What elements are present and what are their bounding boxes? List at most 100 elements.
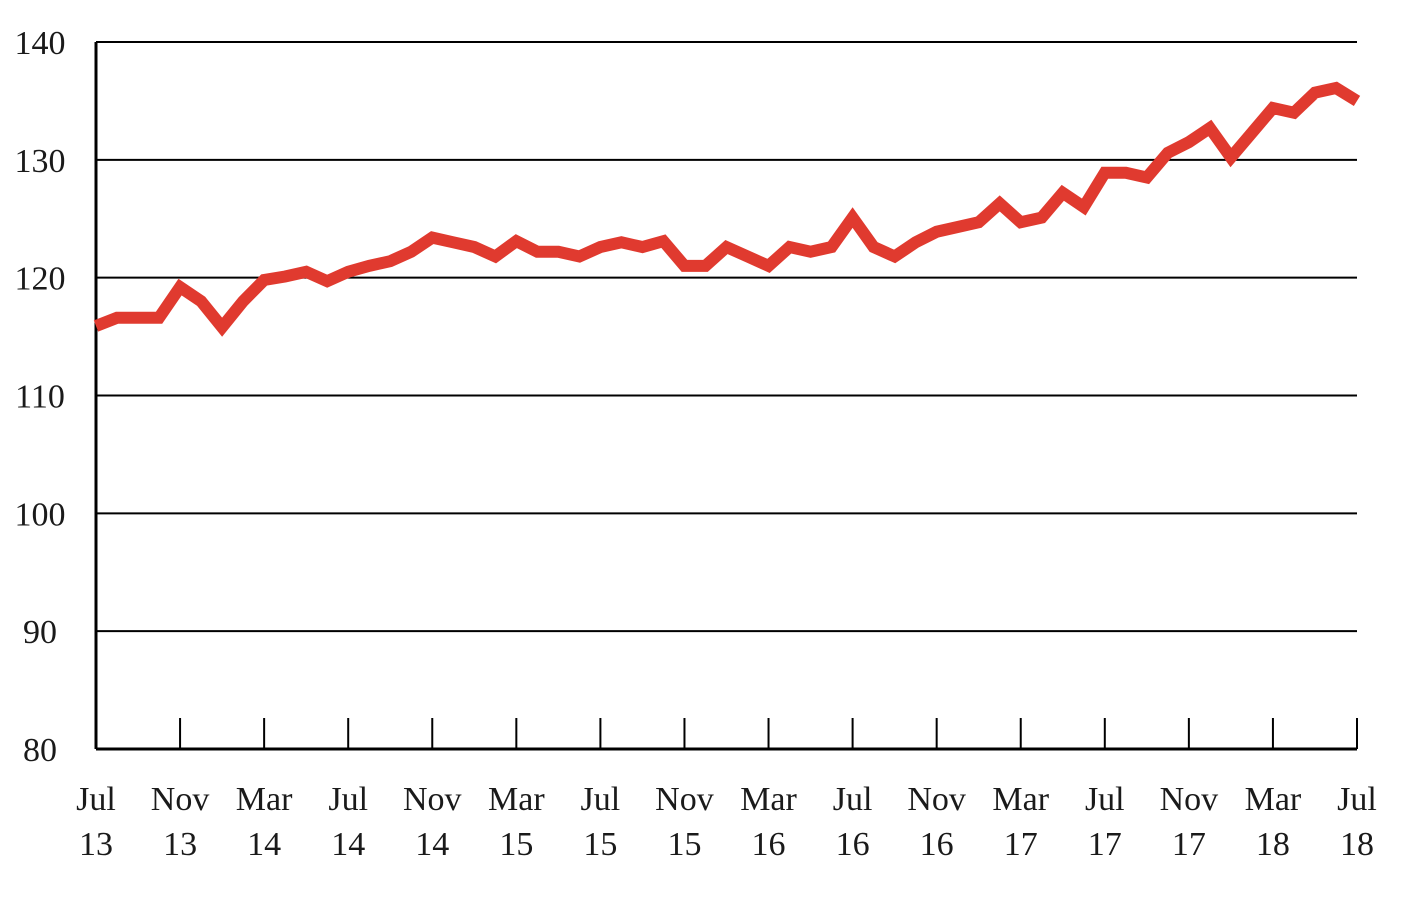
data-point bbox=[177, 284, 183, 290]
data-point bbox=[955, 224, 961, 230]
data-point bbox=[1165, 150, 1171, 156]
data-point bbox=[1312, 90, 1318, 96]
data-point bbox=[1333, 85, 1339, 91]
x-tick-year: 17 bbox=[1172, 826, 1206, 863]
x-tick-year: 17 bbox=[1004, 826, 1038, 863]
axes bbox=[94, 42, 1357, 751]
x-tick-label: Mar 17 bbox=[992, 781, 1049, 863]
x-tick-month: Jul bbox=[76, 781, 116, 818]
data-point bbox=[135, 315, 141, 321]
x-tick-year: 16 bbox=[752, 826, 786, 863]
data-point bbox=[766, 263, 772, 269]
y-axis-tick-labels: 80 90 100 110 120 130 140 bbox=[15, 25, 66, 769]
y-tick-label-110: 110 bbox=[15, 379, 65, 416]
data-point bbox=[934, 229, 940, 235]
data-point bbox=[450, 239, 456, 245]
data-point bbox=[156, 315, 162, 321]
data-point bbox=[808, 249, 814, 255]
x-tick-label: Jul 14 bbox=[328, 781, 368, 863]
x-tick-label: Mar 16 bbox=[740, 781, 797, 863]
x-tick-month: Nov bbox=[1160, 781, 1219, 818]
x-tick-year: 14 bbox=[415, 826, 449, 863]
x-tick-month: Nov bbox=[907, 781, 966, 818]
data-point bbox=[534, 249, 540, 255]
data-point bbox=[850, 215, 856, 221]
y-tick-label-100: 100 bbox=[15, 496, 66, 533]
x-tick-label: Jul 16 bbox=[833, 781, 873, 863]
x-tick-label: Nov 17 bbox=[1160, 781, 1219, 863]
data-point bbox=[261, 277, 267, 283]
x-tick-month: Jul bbox=[1337, 781, 1377, 818]
x-tick-label: Nov 16 bbox=[907, 781, 966, 863]
x-tick-month: Jul bbox=[581, 781, 621, 818]
x-tick-label: Mar 15 bbox=[488, 781, 545, 863]
gridlines bbox=[96, 41, 1357, 633]
data-point bbox=[1270, 105, 1276, 111]
data-point bbox=[408, 249, 414, 255]
x-tick-year: 18 bbox=[1256, 826, 1290, 863]
data-point bbox=[471, 244, 477, 250]
x-tick-year: 16 bbox=[836, 826, 870, 863]
data-point bbox=[997, 200, 1003, 206]
x-tick-month: Mar bbox=[1245, 781, 1302, 818]
data-point bbox=[1018, 219, 1024, 225]
data-point bbox=[724, 244, 730, 250]
x-axis-tick-labels: Jul 13 Nov 13 Mar 14 Jul 14 Nov 14 Mar 15 Jul 15 Nov 15… bbox=[76, 718, 1377, 863]
x-tick-month: Nov bbox=[655, 781, 714, 818]
data-point bbox=[429, 235, 435, 241]
x-tick-year: 17 bbox=[1088, 826, 1122, 863]
data-point bbox=[387, 258, 393, 264]
data-point bbox=[1228, 154, 1234, 160]
data-point bbox=[913, 239, 919, 245]
data-point bbox=[976, 219, 982, 225]
x-tick-label: Nov 15 bbox=[655, 781, 714, 863]
x-tick-month: Nov bbox=[151, 781, 210, 818]
data-point bbox=[639, 244, 645, 250]
series-layer bbox=[93, 81, 1361, 337]
data-point bbox=[219, 324, 225, 330]
x-tick-year: 18 bbox=[1340, 826, 1374, 863]
x-tick-year: 16 bbox=[920, 826, 954, 863]
x-tick-year: 13 bbox=[79, 826, 113, 863]
data-point bbox=[618, 239, 624, 245]
x-tick-label: Mar 14 bbox=[236, 781, 293, 863]
x-tick-month: Nov bbox=[403, 781, 462, 818]
data-point bbox=[513, 238, 519, 244]
x-tick-label: Mar 18 bbox=[1245, 781, 1302, 863]
x-tick-year: 13 bbox=[163, 826, 197, 863]
data-point bbox=[114, 315, 120, 321]
data-point bbox=[1060, 190, 1066, 196]
data-point bbox=[324, 278, 330, 284]
data-point bbox=[660, 238, 666, 244]
y-tick-label-130: 130 bbox=[15, 143, 66, 180]
x-tick-year: 15 bbox=[499, 826, 533, 863]
data-point bbox=[555, 249, 561, 255]
data-point bbox=[1207, 125, 1213, 131]
data-point bbox=[1144, 175, 1150, 181]
data-point bbox=[366, 263, 372, 269]
data-point bbox=[681, 263, 687, 269]
x-tick-month: Mar bbox=[992, 781, 1049, 818]
data-point bbox=[198, 298, 204, 304]
data-point bbox=[829, 244, 835, 250]
data-point bbox=[282, 273, 288, 279]
data-point bbox=[745, 253, 751, 259]
x-tick-label: Nov 13 bbox=[151, 781, 210, 863]
y-tick-label-80: 80 bbox=[23, 732, 57, 769]
data-point bbox=[576, 253, 582, 259]
data-point bbox=[871, 244, 877, 250]
data-point bbox=[240, 298, 246, 304]
x-tick-year: 14 bbox=[331, 826, 365, 863]
data-point bbox=[1102, 170, 1108, 176]
x-tick-month: Jul bbox=[328, 781, 368, 818]
x-tick-label: Jul 13 bbox=[76, 781, 116, 863]
x-tick-month: Mar bbox=[236, 781, 293, 818]
x-tick-month: Jul bbox=[833, 781, 873, 818]
data-point bbox=[303, 269, 309, 275]
data-point bbox=[892, 253, 898, 259]
series-line bbox=[93, 81, 1361, 337]
data-point bbox=[1354, 98, 1360, 104]
y-tick-label-120: 120 bbox=[15, 261, 66, 298]
x-tick-month: Jul bbox=[1085, 781, 1125, 818]
